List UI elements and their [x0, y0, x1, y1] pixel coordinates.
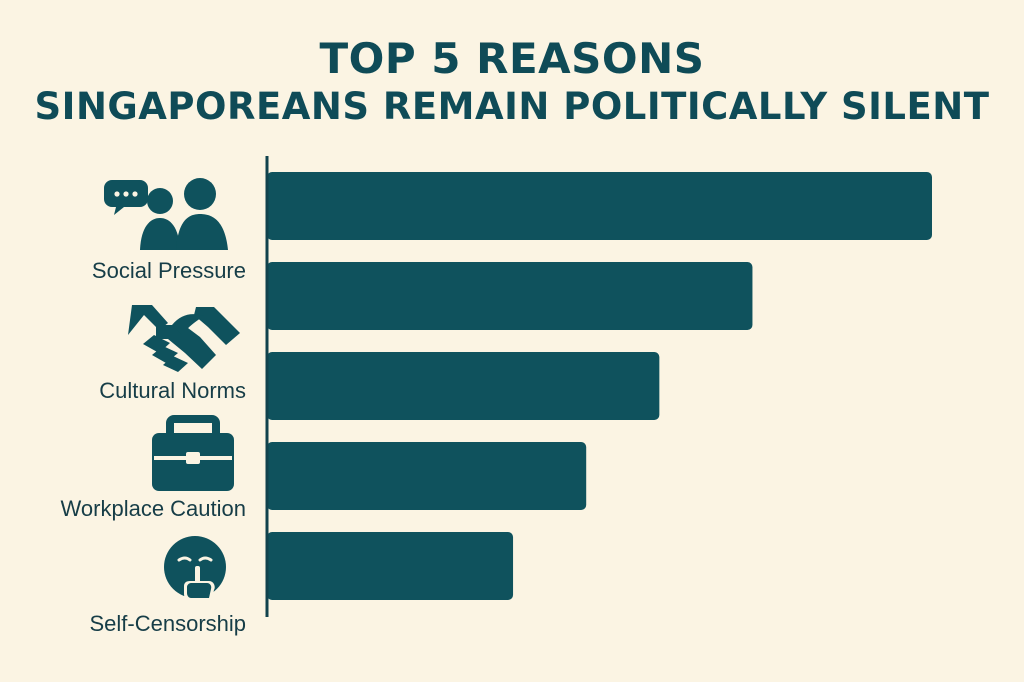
icons-layer — [104, 178, 240, 601]
bar-1 — [267, 172, 932, 240]
bars-layer — [267, 172, 932, 600]
briefcase-icon — [152, 415, 234, 491]
labels-layer: Social Pressure Cultural Norms Workplace C… — [61, 258, 246, 636]
category-label-self-censorship: Self-Censorship — [89, 611, 246, 636]
handshake-icon — [128, 305, 240, 372]
bar-3 — [267, 352, 660, 420]
shush-face-icon — [164, 536, 226, 601]
title-line-1: TOP 5 REASONS — [319, 34, 705, 83]
bar-2 — [267, 262, 753, 330]
bar-4 — [267, 442, 587, 510]
category-label-cultural-norms: Cultural Norms — [99, 378, 246, 403]
category-label-social-pressure: Social Pressure — [92, 258, 246, 283]
bar-5 — [267, 532, 514, 600]
title-block: TOP 5 REASONS SINGAPOREANS REMAIN POLITI… — [0, 36, 1024, 127]
chat-bubble-people-icon — [104, 178, 228, 250]
category-label-workplace-caution: Workplace Caution — [61, 496, 246, 521]
title-line-2: SINGAPOREANS REMAIN POLITICALLY SILENT — [34, 85, 990, 129]
